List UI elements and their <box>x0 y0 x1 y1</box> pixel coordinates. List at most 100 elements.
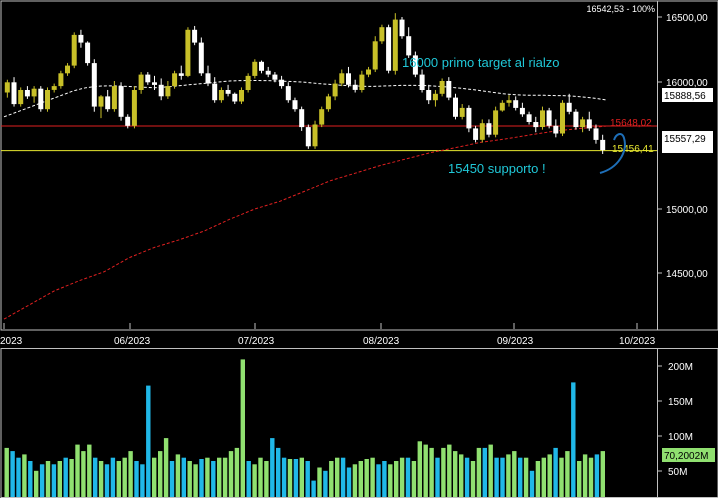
candle-body <box>292 100 298 110</box>
candle-body <box>225 90 231 94</box>
volume-tag-last-text: 70,2002M <box>664 451 708 462</box>
candle-body <box>178 73 184 76</box>
candle-body <box>98 96 104 107</box>
volume-bar <box>512 451 517 497</box>
volume-bar <box>417 441 422 497</box>
candle-body <box>91 63 97 107</box>
volume-bar <box>376 464 381 498</box>
volume-bar <box>51 464 57 498</box>
date-tick-10-2023: 10/2023 <box>619 336 656 347</box>
volume-tick-200m: 200M <box>668 362 693 373</box>
candle-body <box>406 36 412 56</box>
candle-body <box>419 74 425 90</box>
hand-drawn-arrow <box>599 132 626 174</box>
volume-bar <box>435 457 440 497</box>
candle-body <box>466 107 472 129</box>
volume-bar <box>110 457 116 497</box>
candle-body <box>232 93 238 102</box>
volume-bar <box>93 457 98 497</box>
volume-bar <box>565 451 570 497</box>
volume-bar <box>506 454 511 497</box>
volume-bar <box>270 438 275 497</box>
candle-body <box>325 96 331 110</box>
volume-bar <box>187 461 192 497</box>
volume-bar <box>352 464 358 498</box>
volume-bar <box>370 457 375 497</box>
candle-body <box>198 42 204 74</box>
candle-body <box>165 86 171 97</box>
candle-body <box>553 125 559 134</box>
volume-tick-150m: 150M <box>668 397 693 408</box>
price-tag-support-box <box>662 145 713 153</box>
candle-body <box>65 65 70 74</box>
volume-bar <box>228 451 234 497</box>
price-axis: 16500,00 16000,00 15000,00 14500,00 <box>657 13 708 280</box>
candle-body <box>4 82 10 93</box>
candle-body <box>479 123 485 140</box>
price-tag-last-text: 15557,29 <box>664 134 706 145</box>
volume-bar <box>39 464 45 498</box>
candle-body <box>205 73 211 84</box>
candle-body <box>533 122 539 128</box>
volume-bar <box>482 447 487 497</box>
volume-bar <box>541 457 546 497</box>
volume-bar <box>211 461 216 497</box>
candle-body <box>212 83 218 101</box>
price-tag-ma-fast-text: 15888,56 <box>664 91 706 102</box>
volume-bar <box>22 454 27 497</box>
volume-bar <box>582 454 588 497</box>
volume-bar <box>358 461 363 497</box>
candle-body <box>386 27 392 71</box>
volume-bar <box>329 461 334 497</box>
candle-body <box>305 127 311 147</box>
volume-bar <box>594 454 600 497</box>
volume-bar <box>311 480 316 497</box>
candle-body <box>580 119 586 128</box>
candle-body <box>131 90 137 126</box>
volume-bar <box>158 451 163 497</box>
price-tick-16500: 16500,00 <box>666 13 708 24</box>
candle-body <box>145 74 151 83</box>
candle-body <box>332 83 338 97</box>
candle-body <box>85 42 91 64</box>
candle-body <box>105 96 111 110</box>
candle-body <box>185 29 191 76</box>
support-label: 15456,41 <box>612 144 654 155</box>
candle-body <box>192 29 198 43</box>
volume-bar <box>346 467 352 497</box>
volume-bar <box>28 461 33 497</box>
volume-bar <box>98 461 104 497</box>
candle-body <box>319 109 325 125</box>
volume-bar <box>246 461 251 497</box>
volume-bar <box>399 457 405 497</box>
candle-body <box>78 34 84 43</box>
volume-bar <box>57 461 62 497</box>
candle-body <box>31 88 37 97</box>
volume-bar <box>205 457 210 497</box>
volume-bar <box>69 459 74 497</box>
volume-bar <box>529 470 535 497</box>
candle-body <box>45 90 50 110</box>
volume-bar <box>405 457 411 497</box>
support-annotation: 15450 supporto ! <box>448 161 546 176</box>
volume-tick-50m: 50M <box>668 467 687 478</box>
volume-bar <box>181 457 186 497</box>
volume-bar <box>81 451 86 497</box>
volume-bar <box>63 457 68 497</box>
volume-bar <box>152 457 157 497</box>
price-tag-last: 15557,29 <box>662 131 713 145</box>
volume-bar <box>476 447 482 497</box>
candle-body <box>138 74 144 90</box>
candle-body <box>486 123 492 135</box>
candle-body <box>453 97 458 117</box>
candle-body <box>312 124 318 147</box>
volume-bar <box>264 461 269 497</box>
candle-body <box>24 90 30 97</box>
volume-bar <box>488 444 493 497</box>
candle-body <box>339 73 345 84</box>
volume-bar <box>335 457 340 497</box>
candle-body <box>566 102 572 112</box>
date-tick-06-2023: 06/2023 <box>114 336 151 347</box>
candle-body <box>279 79 285 87</box>
volume-bar <box>116 461 121 497</box>
